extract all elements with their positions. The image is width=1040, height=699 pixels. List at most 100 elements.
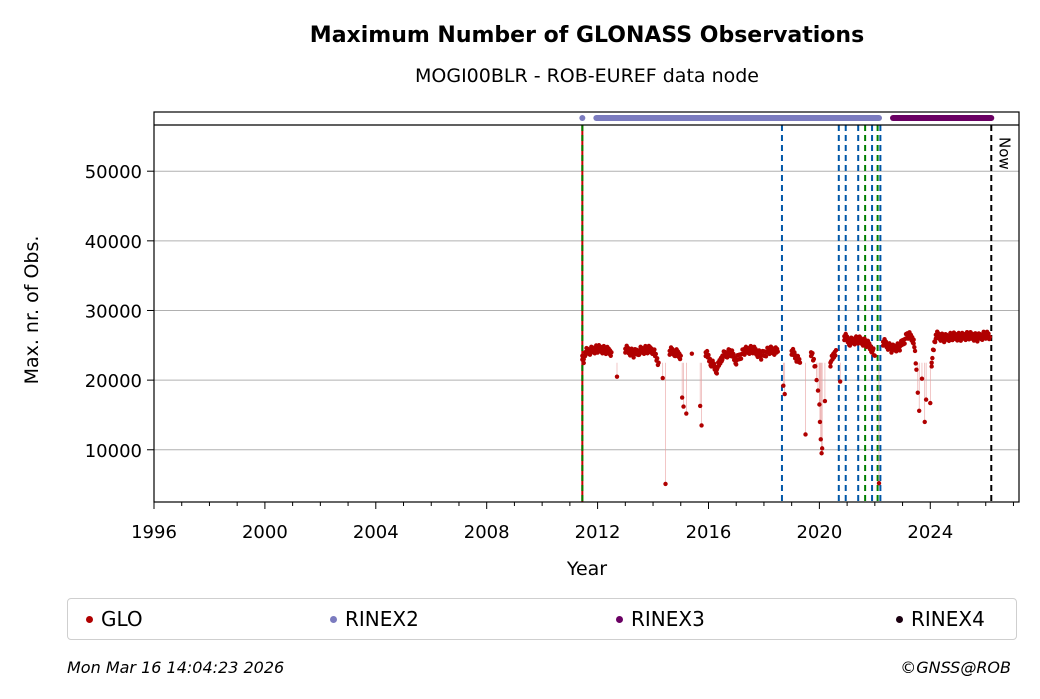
obs-point (775, 349, 780, 354)
y-tick-label: 30000 (85, 301, 142, 322)
obs-point (803, 432, 808, 437)
obs-point (636, 348, 642, 354)
obs-point (864, 341, 869, 346)
x-tick-label: 2020 (796, 522, 842, 543)
obs-point (654, 356, 660, 361)
obs-point (958, 334, 963, 340)
obs-point (580, 353, 585, 358)
obs-point (650, 347, 656, 353)
obs-point (928, 400, 933, 406)
obs-point (581, 357, 586, 362)
legend-marker (896, 615, 903, 623)
obs-point (902, 341, 907, 346)
obs-point (623, 346, 628, 351)
y-tick-label: 10000 (85, 441, 142, 462)
legend-item-glo: GLO (86, 599, 143, 639)
obs-point (818, 437, 823, 442)
obs-point (889, 346, 894, 351)
obs-point (905, 332, 911, 338)
obs-point (781, 383, 786, 388)
obs-point (703, 350, 708, 355)
x-tick-label: 2000 (242, 522, 288, 543)
obs-point (975, 335, 980, 340)
obs-point (869, 346, 875, 351)
obs-point (822, 398, 828, 404)
obs-point (872, 353, 878, 358)
obs-point (922, 419, 927, 425)
obs-point (797, 360, 803, 365)
obs-point (813, 363, 818, 369)
obs-point (595, 346, 600, 351)
obs-point (975, 339, 980, 344)
obs-point (614, 374, 620, 379)
obs-point (808, 350, 814, 355)
obs-point (876, 480, 882, 486)
obs-point (677, 356, 683, 362)
legend-label: RINEX4 (911, 607, 985, 631)
obs-point (980, 337, 985, 342)
obs-point (758, 353, 764, 358)
obs-point (681, 404, 686, 409)
obs-point (912, 345, 917, 350)
obs-point (679, 395, 685, 400)
obs-point (667, 348, 672, 354)
obs-point (828, 364, 833, 369)
obs-point (782, 391, 787, 397)
obs-point (847, 339, 853, 345)
obs-point (819, 451, 824, 456)
obs-point (631, 351, 636, 356)
obs-point (933, 332, 939, 338)
legend-marker (330, 615, 337, 623)
obs-point (817, 419, 823, 425)
legend-item-rinex4: RINEX4 (896, 599, 985, 639)
obs-point (931, 347, 936, 353)
x-tick-label: 2008 (464, 522, 510, 543)
obs-point (725, 355, 730, 360)
obs-point (720, 353, 725, 358)
y-tick-label: 40000 (85, 232, 142, 253)
obs-point (734, 358, 739, 363)
legend-marker (86, 615, 93, 623)
chart-subtitle: MOGI00BLR - ROB-EUREF data node (415, 65, 759, 87)
obs-point (738, 356, 744, 361)
x-tick-label: 2004 (353, 522, 399, 543)
obs-point (842, 334, 847, 339)
obs-point (911, 337, 916, 342)
obs-point (923, 397, 929, 402)
obs-point (914, 367, 919, 372)
y-axis-label: Max. nr. of Obs. (21, 236, 43, 385)
obs-point (689, 351, 695, 356)
now-label: Now (995, 137, 1013, 170)
legend-label: RINEX2 (345, 607, 419, 631)
obs-point (673, 350, 678, 355)
obs-point (915, 390, 921, 395)
obs-point (728, 350, 733, 355)
legend-item-rinex3: RINEX3 (616, 599, 705, 639)
obs-point (897, 344, 902, 349)
legend-label: RINEX3 (631, 607, 705, 631)
obs-point (581, 360, 586, 366)
legend-marker (616, 615, 623, 623)
obs-point (645, 347, 650, 352)
x-tick-label: 2024 (907, 522, 953, 543)
obs-point (950, 334, 955, 339)
obs-point (837, 379, 843, 384)
obs-point (660, 375, 665, 381)
obs-point (697, 403, 703, 409)
obs-point (742, 348, 747, 354)
obs-point (987, 334, 993, 340)
obs-point (789, 348, 794, 354)
chart-legend: GLO RINEX2 RINEX3 RINEX4 (67, 598, 1017, 640)
obs-point (911, 341, 916, 346)
x-tick-label: 1996 (131, 522, 177, 543)
obs-point (734, 362, 739, 367)
obs-point (684, 411, 689, 416)
legend-label: GLO (101, 607, 143, 631)
obs-point (714, 367, 720, 372)
x-axis-label: Year (566, 558, 607, 580)
obs-point (828, 360, 833, 365)
obs-point (897, 348, 902, 353)
obs-point (758, 357, 764, 362)
obs-point (653, 351, 659, 357)
